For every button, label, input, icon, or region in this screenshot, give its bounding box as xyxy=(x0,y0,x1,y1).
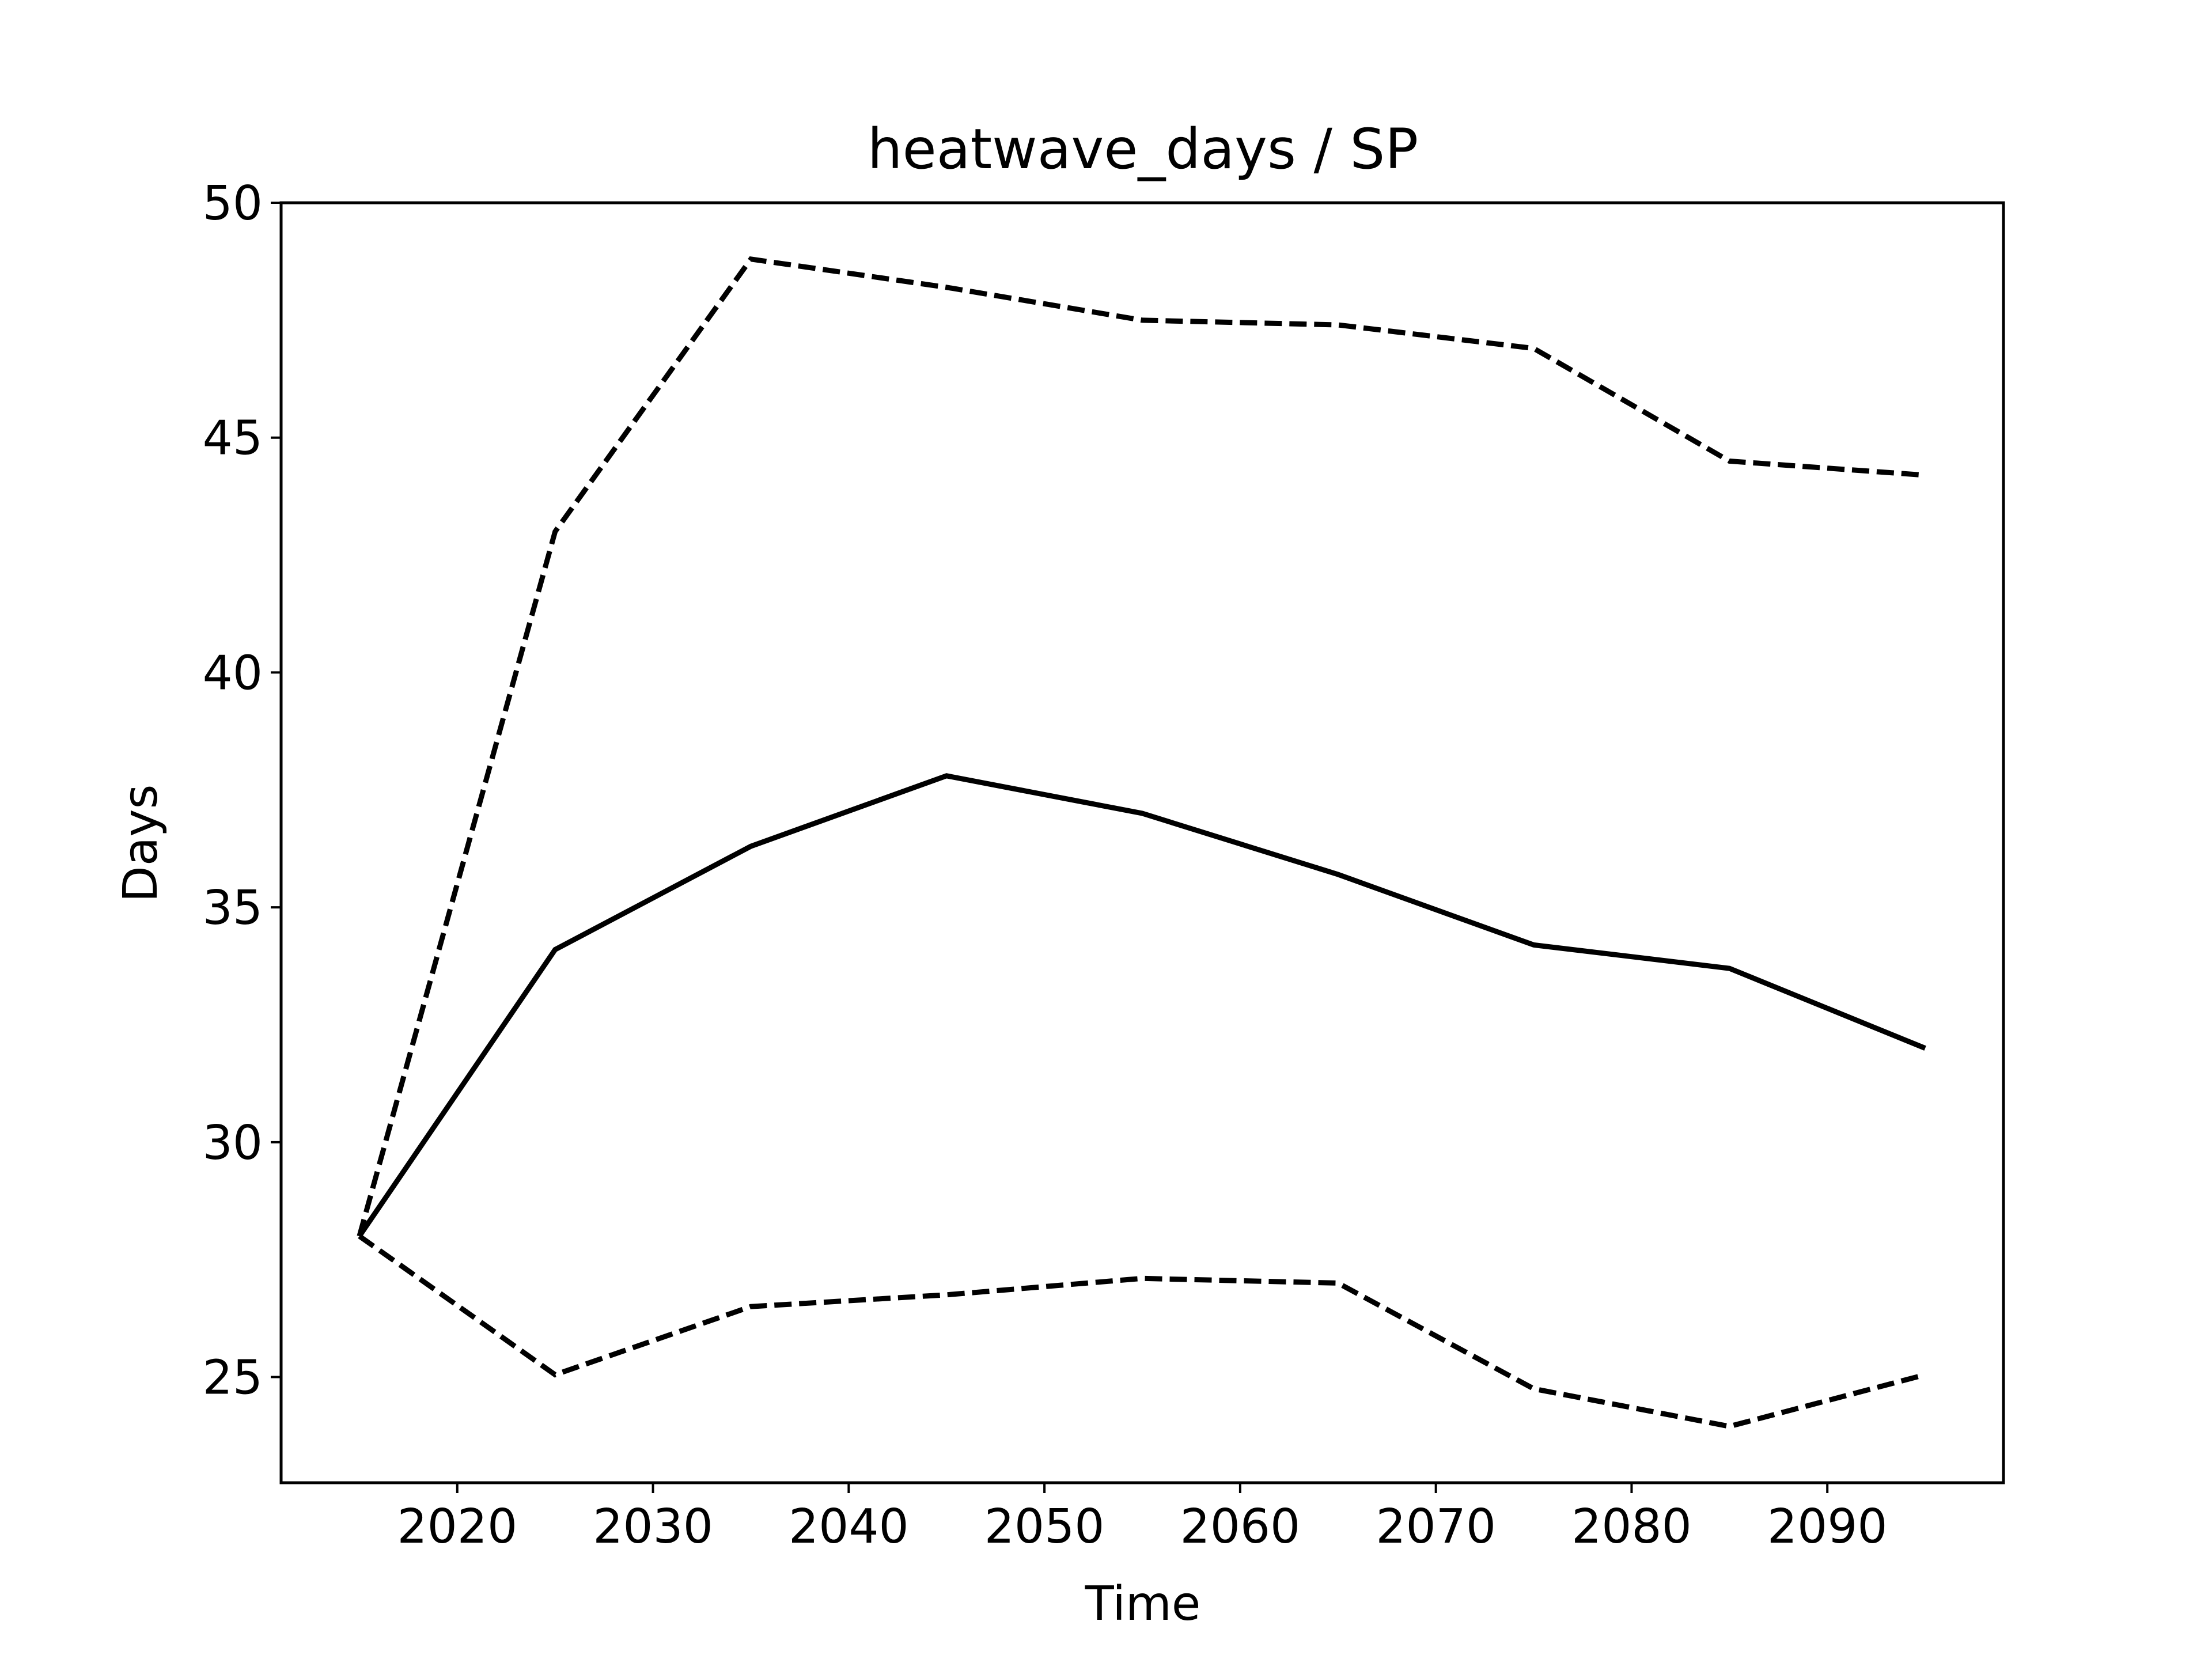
series-layer xyxy=(357,256,1926,1429)
x-tick-label-2050: 2050 xyxy=(984,1499,1105,1554)
y-tick-label-50: 50 xyxy=(203,176,263,231)
plot-area-frame xyxy=(279,201,2005,1484)
y-tick-label-25: 25 xyxy=(203,1351,263,1406)
x-tick-label-2040: 2040 xyxy=(789,1499,909,1554)
y-tick-label-40: 40 xyxy=(203,646,263,700)
y-tick-label-35: 35 xyxy=(203,881,263,935)
series-line-2 xyxy=(357,256,1926,1237)
x-tick-label-2080: 2080 xyxy=(1571,1499,1692,1554)
x-tick-label-2090: 2090 xyxy=(1767,1499,1888,1554)
x-axis-ticks: 2020 2030 2040 2050 2060 2070 2080 2090 xyxy=(397,1483,1888,1554)
series-line-1 xyxy=(357,773,1926,1238)
x-tick-label-2060: 2060 xyxy=(1180,1499,1301,1554)
y-tick-label-30: 30 xyxy=(203,1116,263,1171)
chart-title: heatwave_days / SP xyxy=(868,117,1418,181)
x-tick-label-2070: 2070 xyxy=(1376,1499,1496,1554)
x-tick-label-2020: 2020 xyxy=(397,1499,517,1554)
x-axis-label: Time xyxy=(1085,1577,1201,1631)
x-tick-label-2030: 2030 xyxy=(593,1499,713,1554)
y-tick-label-45: 45 xyxy=(203,411,263,466)
y-axis-ticks: 25 30 35 40 45 50 xyxy=(203,176,281,1406)
y-axis-label: Days xyxy=(113,785,168,903)
series-line-3 xyxy=(358,1234,1926,1429)
